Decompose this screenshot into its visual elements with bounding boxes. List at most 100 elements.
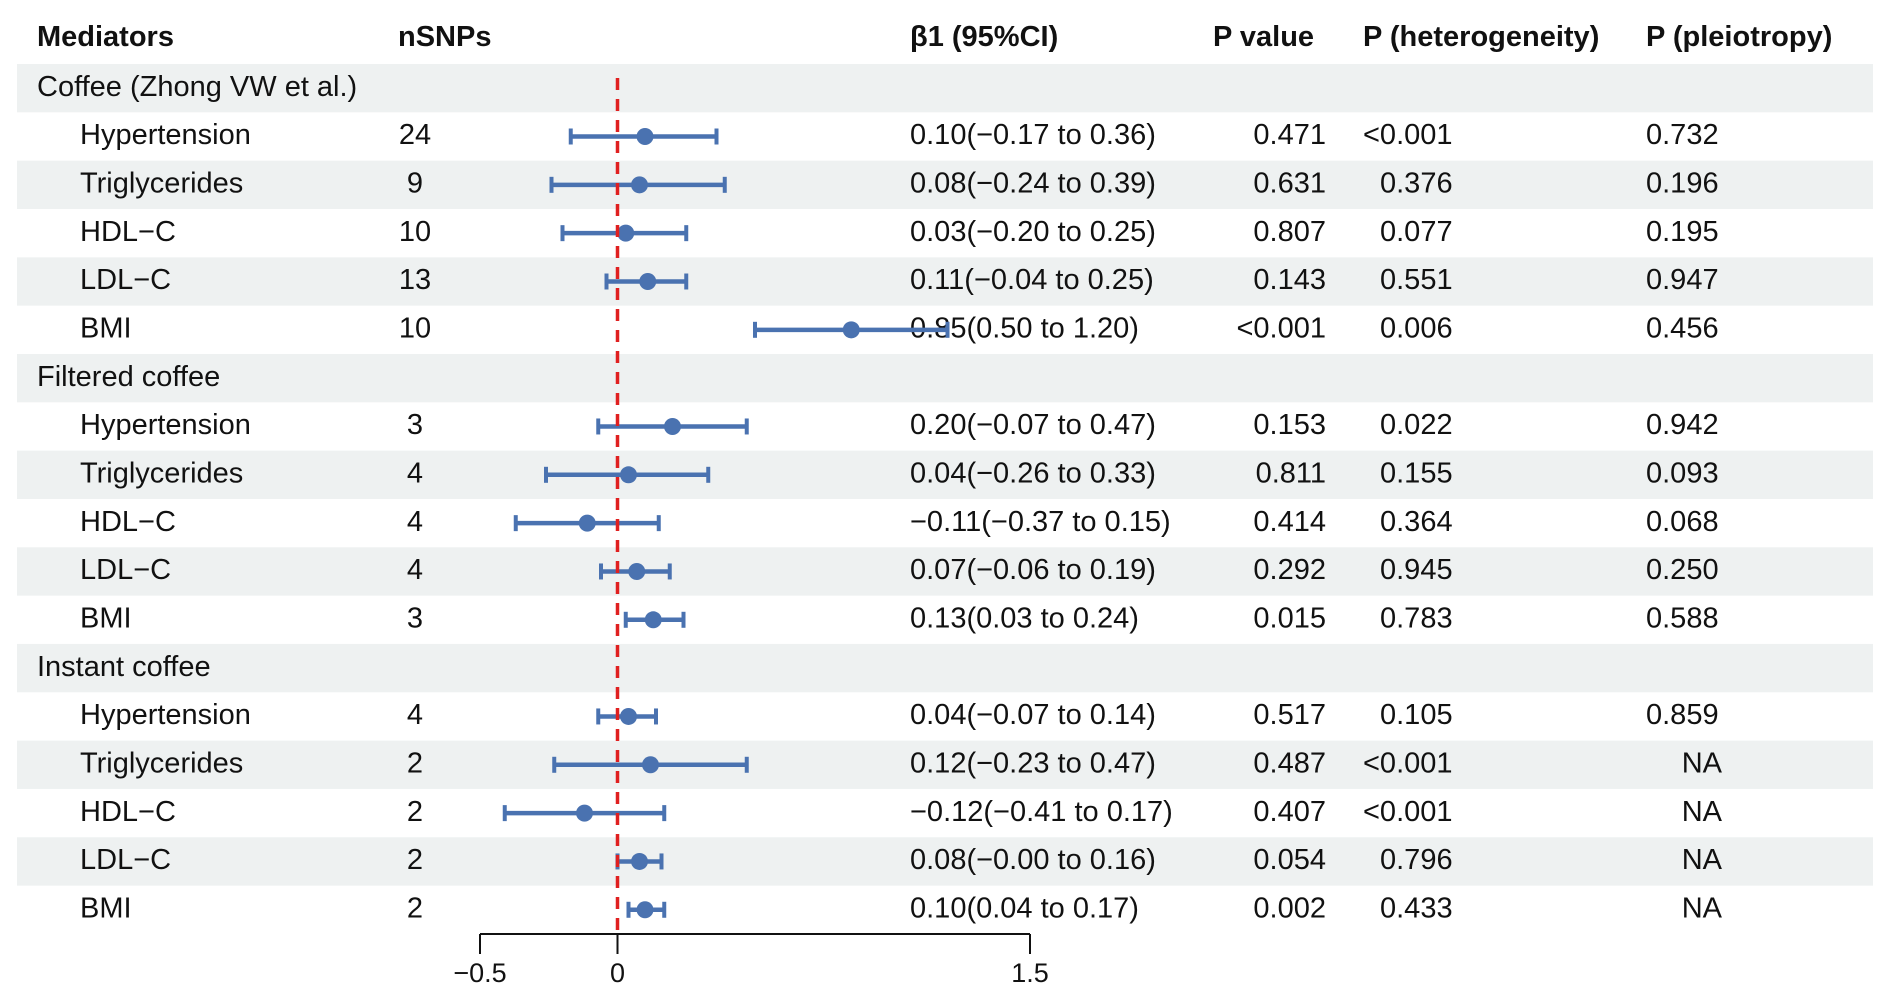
estimate-point — [578, 514, 596, 532]
nsnps-value: 2 — [407, 796, 423, 828]
row-band — [17, 643, 1873, 693]
header-beta-ci: β1 (95%CI) — [910, 21, 1058, 53]
estimate-point — [636, 127, 654, 145]
header-p-heterogeneity: P (heterogeneity) — [1363, 21, 1599, 53]
p-value: 0.002 — [1253, 892, 1326, 924]
p-heterogeneity-value: 0.945 — [1380, 554, 1453, 586]
p-pleiotropy-value: NA — [1682, 747, 1723, 779]
p-heterogeneity-value: 0.006 — [1380, 312, 1453, 344]
estimate-point — [639, 272, 657, 290]
mediator-label: Triglycerides — [80, 167, 243, 199]
beta-ci-value: 0.03(−0.20 to 0.25) — [910, 216, 1156, 248]
p-pleiotropy-value: NA — [1682, 796, 1723, 828]
p-value: 0.143 — [1253, 264, 1326, 296]
mediator-label: HDL−C — [80, 796, 176, 828]
mediator-label: LDL−C — [80, 264, 171, 296]
p-heterogeneity-value: 0.022 — [1380, 409, 1453, 441]
p-pleiotropy-value: 0.859 — [1646, 699, 1719, 731]
beta-ci-value: 0.04(−0.07 to 0.14) — [910, 699, 1156, 731]
p-heterogeneity-value: 0.105 — [1380, 699, 1453, 731]
p-pleiotropy-value: 0.942 — [1646, 409, 1719, 441]
p-value: 0.292 — [1253, 554, 1326, 586]
mediator-label: BMI — [80, 892, 132, 924]
nsnps-value: 4 — [407, 506, 423, 538]
x-tick-label: 0 — [610, 958, 625, 988]
p-value: 0.631 — [1253, 167, 1326, 199]
nsnps-value: 3 — [407, 602, 423, 634]
p-value: 0.407 — [1253, 796, 1326, 828]
p-heterogeneity-value: 0.783 — [1380, 602, 1453, 634]
nsnps-value: 3 — [407, 409, 423, 441]
row-band — [17, 547, 1873, 596]
beta-ci-value: 0.20(−0.07 to 0.47) — [910, 409, 1156, 441]
p-value: 0.811 — [1256, 457, 1326, 489]
estimate-point — [842, 321, 860, 339]
p-value: 0.471 — [1253, 119, 1326, 151]
estimate-point — [631, 852, 648, 870]
p-pleiotropy-value: NA — [1682, 844, 1723, 876]
beta-ci-value: −0.12(−0.41 to 0.17) — [910, 796, 1173, 828]
mediator-label: Triglycerides — [80, 457, 243, 489]
group-label: Filtered coffee — [37, 361, 220, 393]
estimate-point — [620, 466, 637, 484]
nsnps-value: 10 — [399, 312, 431, 344]
p-pleiotropy-value: NA — [1682, 892, 1723, 924]
estimate-point — [631, 176, 648, 194]
row-band — [17, 353, 1873, 403]
p-pleiotropy-value: 0.093 — [1646, 457, 1719, 489]
header-p-value: P value — [1213, 21, 1314, 53]
nsnps-value: 13 — [399, 264, 431, 296]
p-value: 0.517 — [1253, 699, 1326, 731]
beta-ci-value: 0.10(−0.17 to 0.36) — [910, 119, 1156, 151]
estimate-point — [664, 417, 681, 435]
estimate-point — [644, 611, 662, 629]
p-heterogeneity-value: 0.433 — [1380, 892, 1453, 924]
p-value: 0.487 — [1253, 747, 1326, 779]
p-heterogeneity-value: <0.001 — [1363, 796, 1453, 828]
header-p-pleiotropy: P (pleiotropy) — [1646, 21, 1832, 53]
p-value: 0.015 — [1253, 602, 1326, 634]
nsnps-value: 4 — [407, 699, 423, 731]
p-heterogeneity-value: 0.077 — [1380, 216, 1453, 248]
p-heterogeneity-value: 0.155 — [1380, 457, 1453, 489]
mediator-label: Hypertension — [80, 119, 251, 151]
beta-ci-value: 0.13(0.03 to 0.24) — [910, 602, 1139, 634]
p-heterogeneity-value: 0.364 — [1380, 506, 1453, 538]
mediator-label: HDL−C — [80, 506, 176, 538]
mediator-label: HDL−C — [80, 216, 176, 248]
p-pleiotropy-value: 0.195 — [1646, 216, 1719, 248]
p-heterogeneity-value: <0.001 — [1363, 119, 1453, 151]
p-heterogeneity-value: <0.001 — [1363, 747, 1453, 779]
p-pleiotropy-value: 0.947 — [1646, 264, 1719, 296]
mediator-label: Hypertension — [80, 409, 251, 441]
p-heterogeneity-value: 0.551 — [1380, 264, 1453, 296]
mediator-label: LDL−C — [80, 844, 171, 876]
column-headers: Mediators nSNPs β1 (95%CI) P value P (he… — [37, 21, 1832, 53]
row-band — [17, 740, 1873, 789]
header-mediators: Mediators — [37, 21, 174, 53]
mediator-label: Hypertension — [80, 699, 251, 731]
nsnps-value: 2 — [407, 892, 423, 924]
row-band — [17, 64, 1873, 113]
mediator-label: BMI — [80, 312, 132, 344]
beta-ci-value: 0.08(−0.00 to 0.16) — [910, 844, 1156, 876]
estimate-point — [576, 804, 593, 822]
x-axis: −0.5 0 1.5 — [453, 933, 1049, 988]
p-pleiotropy-value: 0.732 — [1646, 119, 1719, 151]
p-value: 0.153 — [1253, 409, 1326, 441]
nsnps-value: 4 — [407, 457, 423, 489]
p-value: 0.807 — [1253, 216, 1326, 248]
p-pleiotropy-value: 0.588 — [1646, 602, 1719, 634]
row-band — [17, 450, 1873, 499]
row-band — [17, 160, 1873, 209]
nsnps-value: 24 — [399, 119, 431, 151]
p-heterogeneity-value: 0.376 — [1380, 167, 1453, 199]
row-band — [17, 837, 1873, 886]
beta-ci-value: 0.04(−0.26 to 0.33) — [910, 457, 1156, 489]
beta-ci-value: 0.11(−0.04 to 0.25) — [910, 264, 1154, 296]
x-tick-label: −0.5 — [453, 958, 506, 988]
mediator-label: BMI — [80, 602, 132, 634]
beta-ci-value: 0.12(−0.23 to 0.47) — [910, 747, 1156, 779]
header-nsnps: nSNPs — [398, 21, 491, 53]
